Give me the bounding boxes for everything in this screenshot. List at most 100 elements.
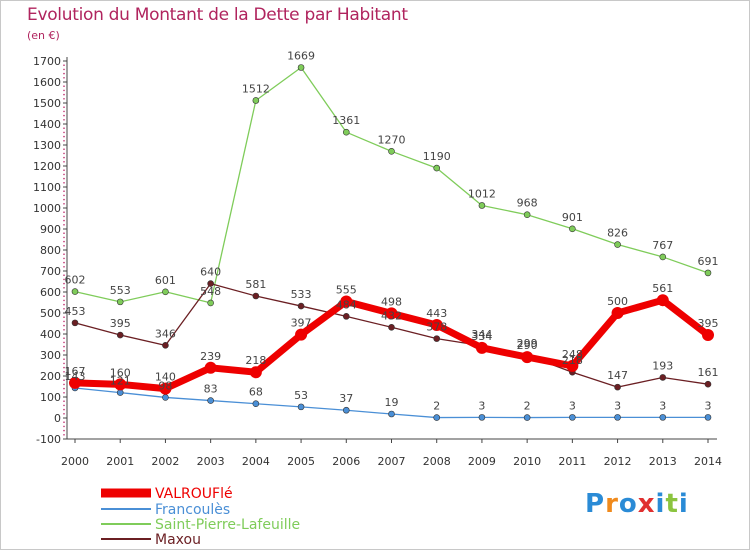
x-tick-label: 2003: [197, 455, 225, 468]
y-tick-label: 1700: [33, 55, 61, 68]
x-tick-label: 2012: [604, 455, 632, 468]
x-tick-label: 2006: [332, 455, 360, 468]
legend-label: Francoulès: [155, 502, 230, 518]
y-minor-tick: [63, 68, 65, 71]
legend-label: Saint-Pierre-Lafeuille: [155, 517, 300, 533]
data-point: [659, 414, 667, 421]
data-label: 193: [652, 359, 673, 372]
data-label: 395: [110, 317, 131, 330]
y-minor-tick: [63, 345, 65, 348]
data-point: [478, 414, 486, 421]
y-minor-tick: [63, 404, 65, 407]
data-point: [116, 298, 124, 306]
y-minor-tick: [63, 303, 65, 306]
y-minor-tick: [63, 194, 65, 197]
data-label: 239: [200, 350, 221, 363]
data-label: 555: [336, 283, 357, 296]
x-tick-label: 2002: [151, 455, 179, 468]
y-minor-tick: [63, 245, 65, 247]
data-point: [566, 359, 579, 372]
data-label: 161: [698, 366, 719, 379]
y-minor-tick: [63, 72, 65, 75]
y-minor-tick: [63, 148, 65, 150]
data-point: [659, 374, 667, 381]
data-label: 1190: [423, 150, 451, 163]
y-minor-tick: [63, 383, 65, 386]
x-tick-label: 2008: [423, 455, 451, 468]
y-minor-tick: [63, 320, 65, 323]
data-label: 968: [517, 197, 538, 210]
data-label: 68: [249, 386, 263, 399]
data-point: [569, 414, 576, 421]
y-tick-label: 400: [40, 328, 61, 341]
y-minor-tick: [63, 341, 65, 344]
data-label: 484: [336, 298, 357, 311]
y-minor-tick: [63, 299, 65, 302]
y-minor-tick: [63, 329, 65, 331]
data-label: 581: [245, 278, 266, 291]
y-minor-tick: [63, 350, 65, 352]
chart-unit: (en €): [27, 29, 60, 42]
x-tick-label: 2014: [694, 455, 722, 468]
data-label: 901: [562, 211, 583, 224]
data-point: [297, 64, 305, 71]
y-minor-tick: [63, 429, 65, 432]
data-label: 53: [294, 389, 308, 402]
data-point: [342, 313, 350, 320]
y-tick-label: 700: [40, 265, 61, 278]
y-minor-tick: [63, 421, 65, 424]
y-tick-label: 1100: [33, 181, 61, 194]
data-point: [521, 351, 534, 364]
data-label: 640: [200, 266, 221, 279]
data-label: 167: [65, 365, 86, 378]
y-minor-tick: [63, 287, 65, 289]
data-point: [430, 318, 443, 331]
data-label: 691: [698, 255, 719, 268]
logo-letter: x: [637, 489, 656, 519]
data-point: [71, 288, 79, 295]
data-label: 553: [110, 284, 131, 297]
data-label: 1361: [332, 114, 360, 127]
legend-label: Maxou: [155, 532, 201, 548]
data-point: [207, 280, 214, 287]
y-minor-tick: [63, 308, 65, 310]
data-label: 3: [659, 399, 666, 412]
y-tick-label: 500: [40, 307, 61, 320]
y-minor-tick: [63, 110, 65, 113]
data-point: [295, 328, 308, 341]
logo-letter: r: [605, 489, 619, 519]
data-label: 498: [381, 295, 402, 308]
data-label: 3: [614, 399, 621, 412]
y-minor-tick: [63, 266, 65, 268]
y-minor-tick: [63, 140, 65, 142]
y-minor-tick: [63, 64, 65, 66]
y-minor-tick: [63, 358, 65, 361]
data-label: 1012: [468, 187, 496, 200]
data-point: [388, 410, 395, 418]
data-label: 826: [607, 227, 628, 240]
data-label: 290: [517, 339, 538, 352]
y-minor-tick: [63, 219, 65, 222]
data-point: [659, 253, 667, 261]
y-minor-tick: [63, 236, 65, 239]
data-point: [433, 335, 441, 342]
data-point: [116, 389, 124, 396]
y-minor-tick: [63, 261, 65, 264]
y-minor-tick: [63, 434, 65, 436]
y-minor-tick: [63, 203, 65, 205]
y-tick-label: -100: [36, 433, 61, 446]
data-label: 378: [426, 321, 447, 334]
data-label: 533: [291, 288, 312, 301]
y-minor-tick: [63, 295, 65, 298]
chart-title: Evolution du Montant de la Dette par Hab…: [27, 5, 408, 25]
legend-label: VALROUFlé: [155, 486, 233, 502]
x-tick-label: 2001: [106, 455, 134, 468]
logo-letter: o: [618, 489, 638, 519]
y-tick-label: 1300: [33, 139, 61, 152]
data-point: [162, 288, 169, 296]
data-label: 218: [562, 354, 583, 367]
y-minor-tick: [63, 379, 65, 382]
data-label: 767: [652, 239, 673, 252]
y-minor-tick: [63, 152, 65, 155]
